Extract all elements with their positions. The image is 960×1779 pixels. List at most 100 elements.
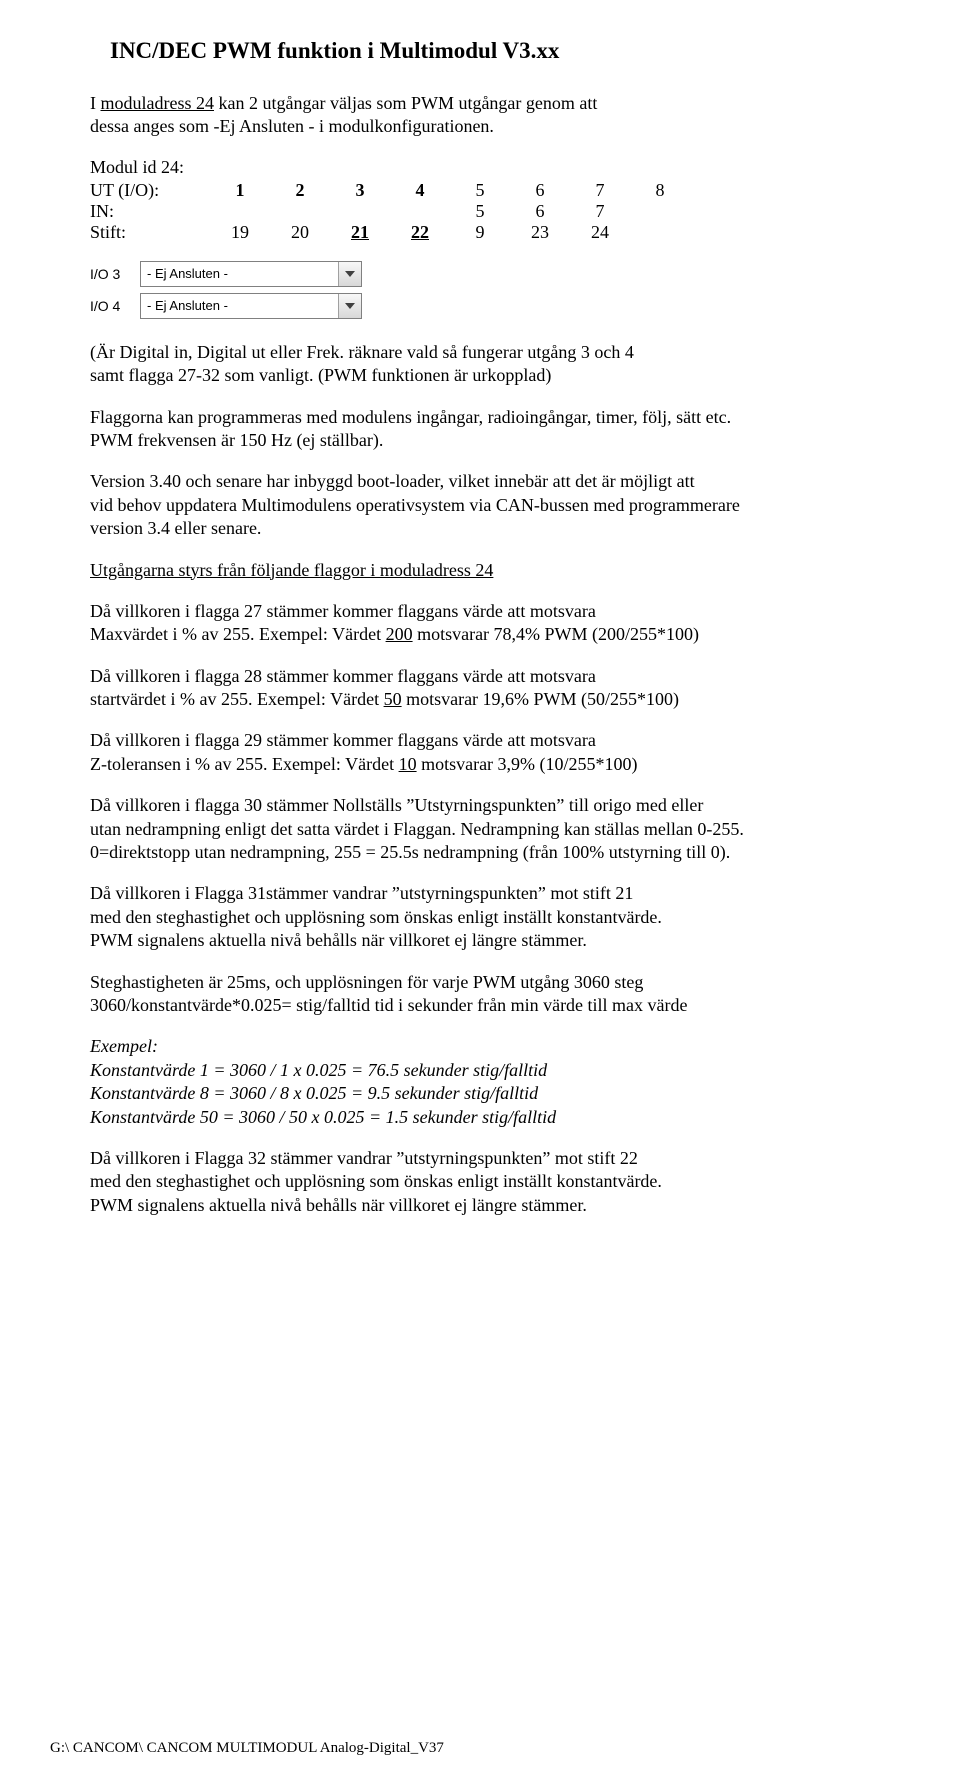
table-row: UT (I/O):12345678 <box>90 180 910 201</box>
flag27-block: Då villkoren i flagga 27 stämmer kommer … <box>90 600 910 647</box>
digital-note: (Är Digital in, Digital ut eller Frek. r… <box>90 341 910 388</box>
table-cell: 24 <box>570 222 630 243</box>
flaggorna-note: Flaggorna kan programmeras med modulens … <box>90 406 910 453</box>
version-note: Version 3.40 och senare har inbyggd boot… <box>90 470 910 540</box>
digital-note-2: samt flagga 27-32 som vanligt. (PWM funk… <box>90 365 551 385</box>
flag29-2u: 10 <box>399 754 417 774</box>
io4-label: I/O 4 <box>90 298 140 314</box>
flag27-1: Då villkoren i flagga 27 stämmer kommer … <box>90 601 596 621</box>
flag31-2: med den steghastighet och upplösning som… <box>90 907 662 927</box>
exempel-1: Konstantvärde 1 = 3060 / 1 x 0.025 = 76.… <box>90 1060 547 1080</box>
io3-label: I/O 3 <box>90 266 140 282</box>
digital-note-1: (Är Digital in, Digital ut eller Frek. r… <box>90 342 634 362</box>
table-cell: 23 <box>510 222 570 243</box>
footer-path: G:\ CANCOM\ CANCOM MULTIMODUL Analog-Dig… <box>50 1740 444 1757</box>
table-cell: 7 <box>570 180 630 201</box>
intro-1b: moduladress 24 <box>101 93 214 113</box>
io4-dropdown[interactable]: - Ej Ansluten - <box>140 293 362 319</box>
page-title: INC/DEC PWM funktion i Multimodul V3.xx <box>90 38 910 64</box>
io3-row: I/O 3 - Ej Ansluten - <box>90 261 910 287</box>
modul-table: Modul id 24: UT (I/O):12345678IN:567Stif… <box>90 157 910 243</box>
table-row-label: UT (I/O): <box>90 180 210 201</box>
flaggorna-1: Flaggorna kan programmeras med modulens … <box>90 407 731 427</box>
flag29-2a: Z-toleransen i % av 255. Exempel: Värdet <box>90 754 399 774</box>
io4-dropdown-button[interactable] <box>338 294 361 318</box>
exempel-heading: Exempel: <box>90 1036 158 1056</box>
flag32-3: PWM signalens aktuella nivå behålls när … <box>90 1195 587 1215</box>
table-cell: 5 <box>450 180 510 201</box>
exempel-2: Konstantvärde 8 = 3060 / 8 x 0.025 = 9.5… <box>90 1083 538 1103</box>
table-cell <box>630 222 690 243</box>
flag28-2a: startvärdet i % av 255. Exempel: Värdet <box>90 689 384 709</box>
table-cell: 20 <box>270 222 330 243</box>
table-cell: 19 <box>210 222 270 243</box>
flag31-1: Då villkoren i Flagga 31stämmer vandrar … <box>90 883 633 903</box>
flag32-1: Då villkoren i Flagga 32 stämmer vandrar… <box>90 1148 638 1168</box>
intro-1c: kan 2 utgångar väljas som PWM utgångar g… <box>214 93 597 113</box>
flag30-3: 0=direktstopp utan nedrampning, 255 = 25… <box>90 842 730 862</box>
io4-dropdown-value: - Ej Ansluten - <box>141 294 338 318</box>
section-heading: Utgångarna styrs från följande flaggor i… <box>90 559 910 582</box>
io3-dropdown-button[interactable] <box>338 262 361 286</box>
flag28-block: Då villkoren i flagga 28 stämmer kommer … <box>90 665 910 712</box>
table-cell: 6 <box>510 180 570 201</box>
flag30-block: Då villkoren i flagga 30 stämmer Nollstä… <box>90 794 910 864</box>
table-cell: 21 <box>330 222 390 243</box>
table-cell: 2 <box>270 180 330 201</box>
flag31-block: Då villkoren i Flagga 31stämmer vandrar … <box>90 882 910 952</box>
intro-1a: I <box>90 93 101 113</box>
table-cell <box>270 201 330 222</box>
chevron-down-icon <box>345 303 355 309</box>
flag31-3: PWM signalens aktuella nivå behålls när … <box>90 930 587 950</box>
table-cell: 4 <box>390 180 450 201</box>
flag29-2b: motsvarar 3,9% (10/255*100) <box>417 754 638 774</box>
flag29-block: Då villkoren i flagga 29 stämmer kommer … <box>90 729 910 776</box>
flag32-2: med den steghastighet och upplösning som… <box>90 1171 662 1191</box>
table-row: Stift:1920212292324 <box>90 222 910 243</box>
table-row-cells: 12345678 <box>210 180 690 201</box>
flag27-2b: motsvarar 78,4% PWM (200/255*100) <box>413 624 699 644</box>
version-2: vid behov uppdatera Multimodulens operat… <box>90 495 740 515</box>
table-cell <box>210 201 270 222</box>
flag27-2u: 200 <box>386 624 413 644</box>
table-row-cells: 1920212292324 <box>210 222 690 243</box>
intro-paragraph: I moduladress 24 kan 2 utgångar väljas s… <box>90 92 910 139</box>
table-row-label: IN: <box>90 201 210 222</box>
table-cell: 22 <box>390 222 450 243</box>
steg-2: 3060/konstantvärde*0.025= stig/falltid t… <box>90 995 688 1015</box>
flag29-1: Då villkoren i flagga 29 stämmer kommer … <box>90 730 596 750</box>
table-cell: 1 <box>210 180 270 201</box>
table-cell: 7 <box>570 201 630 222</box>
chevron-down-icon <box>345 271 355 277</box>
flag27-2a: Maxvärdet i % av 255. Exempel: Värdet <box>90 624 386 644</box>
table-cell <box>630 201 690 222</box>
version-3: version 3.4 eller senare. <box>90 518 261 538</box>
table-row: IN:567 <box>90 201 910 222</box>
io3-dropdown-value: - Ej Ansluten - <box>141 262 338 286</box>
flag28-1: Då villkoren i flagga 28 stämmer kommer … <box>90 666 596 686</box>
io-dropdown-block: I/O 3 - Ej Ansluten - I/O 4 - Ej Anslute… <box>90 261 910 319</box>
version-1: Version 3.40 och senare har inbyggd boot… <box>90 471 695 491</box>
steg-1: Steghastigheten är 25ms, och upplösninge… <box>90 972 643 992</box>
table-cell: 5 <box>450 201 510 222</box>
table-cell: 6 <box>510 201 570 222</box>
io4-row: I/O 4 - Ej Ansluten - <box>90 293 910 319</box>
table-row-cells: 567 <box>210 201 690 222</box>
flaggorna-2: PWM frekvensen är 150 Hz (ej ställbar). <box>90 430 383 450</box>
table-cell <box>390 201 450 222</box>
document-page: INC/DEC PWM funktion i Multimodul V3.xx … <box>0 0 960 1779</box>
table-cell: 9 <box>450 222 510 243</box>
steghastighet-block: Steghastigheten är 25ms, och upplösninge… <box>90 971 910 1018</box>
modul-table-heading: Modul id 24: <box>90 157 910 178</box>
table-row-label: Stift: <box>90 222 210 243</box>
exempel-3: Konstantvärde 50 = 3060 / 50 x 0.025 = 1… <box>90 1107 556 1127</box>
table-cell: 8 <box>630 180 690 201</box>
flag30-2: utan nedrampning enligt det satta värdet… <box>90 819 744 839</box>
flag28-2b: motsvarar 19,6% PWM (50/255*100) <box>402 689 679 709</box>
flag32-block: Då villkoren i Flagga 32 stämmer vandrar… <box>90 1147 910 1217</box>
intro-2: dessa anges som -Ej Ansluten - i modulko… <box>90 116 494 136</box>
flag28-2u: 50 <box>384 689 402 709</box>
io3-dropdown[interactable]: - Ej Ansluten - <box>140 261 362 287</box>
flag30-1: Då villkoren i flagga 30 stämmer Nollstä… <box>90 795 703 815</box>
section-heading-text: Utgångarna styrs från följande flaggor i… <box>90 560 493 580</box>
